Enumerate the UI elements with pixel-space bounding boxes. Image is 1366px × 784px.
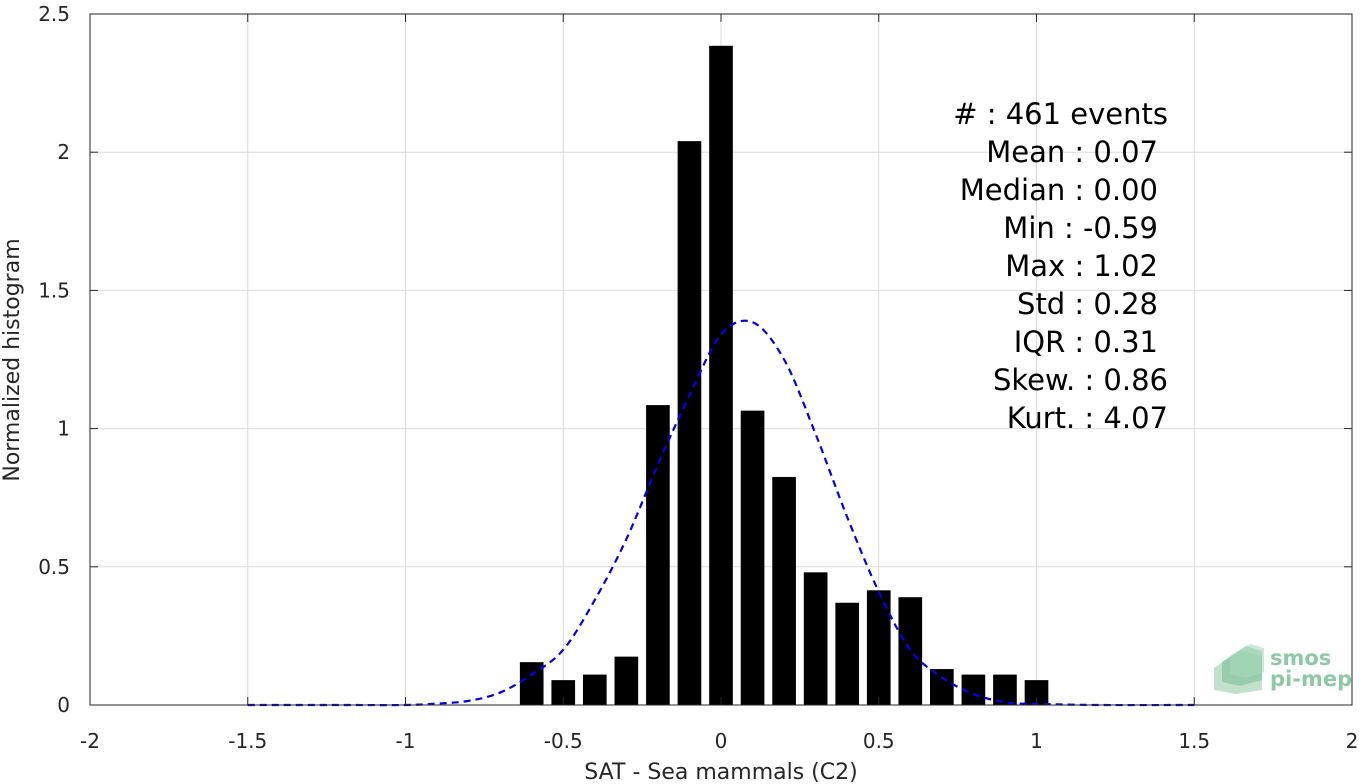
axis-ticks (89, 13, 1353, 706)
histogram-bar (614, 656, 639, 705)
x-tick-label: 1 (1030, 729, 1043, 753)
x-tick-label: 1.5 (1178, 729, 1210, 753)
y-tick-labels: 0 0.5 1 1.5 2 2.5 (38, 2, 70, 717)
x-tick-label: 0 (715, 729, 728, 753)
stat-line: Mean : 0.07 (986, 135, 1158, 169)
stat-line: Kurt. : 4.07 (1007, 401, 1168, 435)
smos-pi-mep-logo: smos pi-mep (1214, 644, 1352, 694)
histogram-bar (709, 45, 733, 705)
x-tick-label: -1 (396, 729, 416, 753)
histogram-bar (772, 476, 796, 705)
histogram-bar (646, 405, 670, 705)
histogram-bar (551, 680, 576, 705)
histogram-bar (677, 141, 702, 706)
y-tick-label: 0.5 (38, 555, 70, 579)
logo-text-pi-mep: pi-mep (1270, 667, 1352, 691)
x-tick-label: -1.5 (228, 729, 267, 753)
stat-line: Max : 1.02 (1005, 249, 1158, 283)
x-tick-label: -0.5 (544, 729, 583, 753)
y-tick-label: 1.5 (38, 278, 70, 302)
histogram-bar (740, 410, 765, 705)
logo-mark-icon (1214, 644, 1264, 694)
stat-line: IQR : 0.31 (1014, 325, 1158, 359)
y-tick-label: 2 (57, 140, 70, 164)
stat-line: Std : 0.28 (1017, 287, 1158, 321)
histogram-bar (898, 597, 923, 705)
stat-line: Median : 0.00 (960, 173, 1158, 207)
histogram-bar (930, 669, 954, 705)
histogram-bar (961, 674, 986, 705)
histogram-bar (993, 674, 1017, 705)
y-tick-label: 1 (57, 417, 70, 441)
stat-line: Skew. : 0.86 (993, 363, 1168, 397)
y-axis-label: Normalized histogram (0, 238, 25, 481)
stat-line: # : 461 events (953, 97, 1168, 131)
histogram-bar (835, 602, 860, 705)
histogram-bar (803, 572, 828, 705)
logo-text-smos: smos (1270, 646, 1331, 670)
x-tick-labels: -2 -1.5 -1 -0.5 0 0.5 1 1.5 2 (80, 729, 1358, 753)
x-tick-label: 0.5 (863, 729, 895, 753)
histogram-bar (866, 590, 891, 705)
x-axis-label: SAT - Sea mammals (C2) (584, 760, 857, 784)
histogram-bar (519, 662, 544, 705)
y-tick-label: 0 (57, 693, 70, 717)
x-tick-label: -2 (80, 729, 100, 753)
stat-line: Min : -0.59 (1003, 211, 1158, 245)
histogram-bars (519, 45, 1049, 706)
fit-curve (247, 319, 1195, 707)
histogram-bar (1024, 680, 1049, 705)
x-tick-label: 2 (1346, 729, 1359, 753)
histogram-bar (582, 674, 607, 705)
y-tick-label: 2.5 (38, 2, 70, 26)
statistics-annotation: # : 461 events Mean : 0.07 Median : 0.00 Mi… (953, 97, 1168, 435)
